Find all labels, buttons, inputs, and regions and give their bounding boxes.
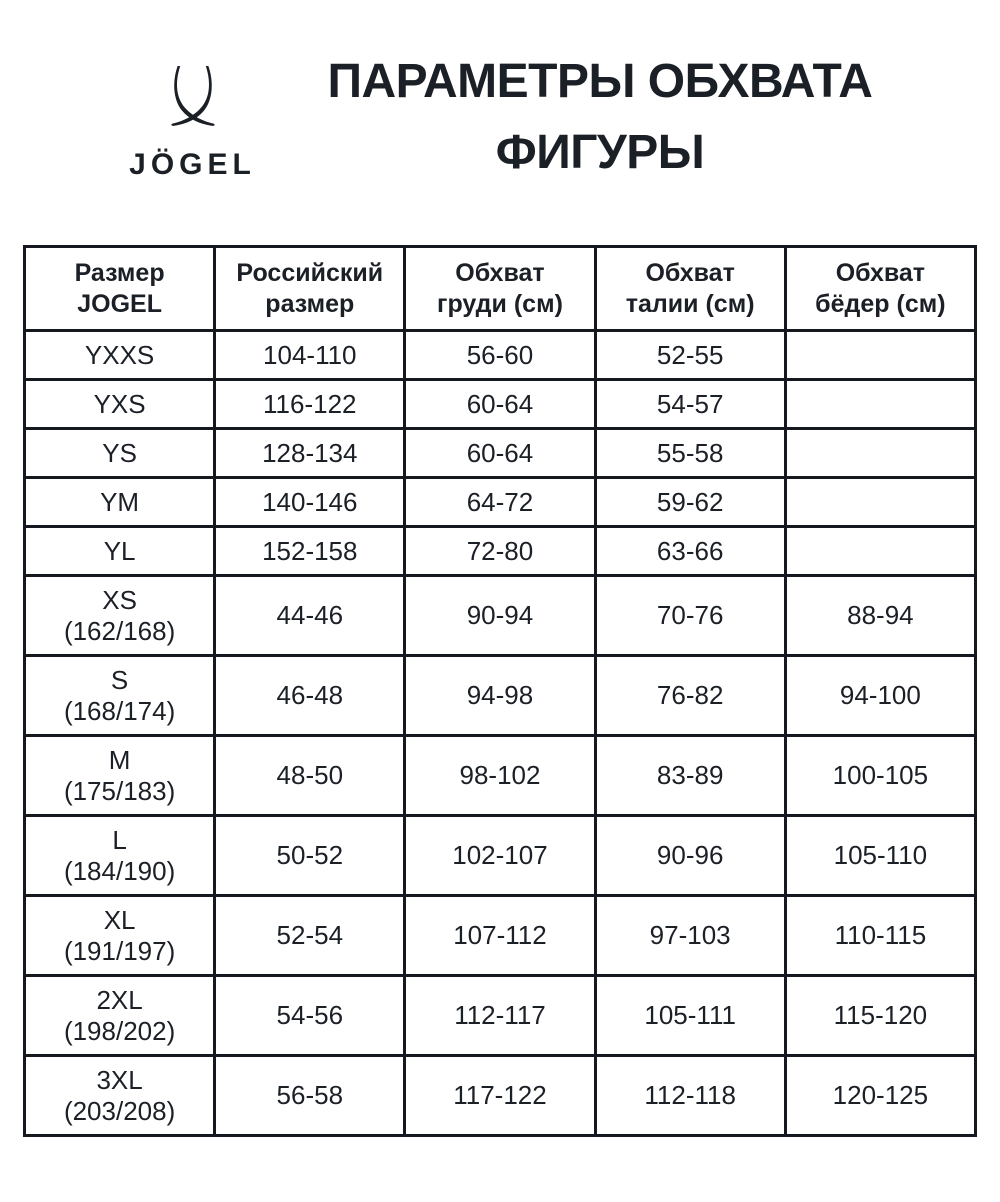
cell-hips — [783, 378, 978, 430]
cell-russian-size: 116-122 — [213, 378, 407, 430]
cell-jogel-size: YS — [22, 427, 217, 479]
col-header-russian-size: Российский размер — [213, 245, 407, 332]
cell-russian-size: 44-46 — [213, 574, 407, 657]
page-title-line2: ФИГУРЫ — [495, 126, 705, 179]
cell-chest: 64-72 — [403, 476, 597, 528]
table-row: YXS 116-122 60-64 54-57 — [22, 378, 978, 430]
cell-jogel-size: L (184/190) — [22, 814, 217, 897]
cell-waist: 55-58 — [593, 427, 787, 479]
col-header-hips: Обхват бёдер (см) — [783, 245, 978, 332]
table-row: M (175/183) 48-50 98-102 83-89 100-105 — [22, 734, 978, 817]
cell-waist: 70-76 — [593, 574, 787, 657]
cell-russian-size: 56-58 — [213, 1054, 407, 1137]
cell-jogel-size: YXS — [22, 378, 217, 430]
cell-russian-size: 50-52 — [213, 814, 407, 897]
table-row: S (168/174) 46-48 94-98 76-82 94-100 — [22, 654, 978, 737]
cell-waist: 76-82 — [593, 654, 787, 737]
cell-hips — [783, 476, 978, 528]
cell-waist: 97-103 — [593, 894, 787, 977]
cell-chest: 102-107 — [403, 814, 597, 897]
cell-chest: 60-64 — [403, 378, 597, 430]
cell-waist: 112-118 — [593, 1054, 787, 1137]
cell-hips: 94-100 — [783, 654, 978, 737]
size-table: Размер JOGEL Российский размер Обхват гр… — [22, 245, 978, 1137]
cell-waist: 63-66 — [593, 525, 787, 577]
cell-jogel-size: XS (162/168) — [22, 574, 217, 657]
cell-hips: 105-110 — [783, 814, 978, 897]
cell-chest: 107-112 — [403, 894, 597, 977]
size-table-header-row: Размер JOGEL Российский размер Обхват гр… — [22, 245, 978, 332]
cell-russian-size: 140-146 — [213, 476, 407, 528]
cell-russian-size: 104-110 — [213, 329, 407, 381]
col-header-waist: Обхват талии (см) — [593, 245, 787, 332]
cell-chest: 98-102 — [403, 734, 597, 817]
jogel-logo-icon — [170, 66, 215, 126]
cell-waist: 54-57 — [593, 378, 787, 430]
cell-hips — [783, 427, 978, 479]
cell-hips: 88-94 — [783, 574, 978, 657]
table-row: 2XL (198/202) 54-56 112-117 105-111 115-… — [22, 974, 978, 1057]
cell-hips: 110-115 — [783, 894, 978, 977]
cell-hips — [783, 329, 978, 381]
cell-chest: 117-122 — [403, 1054, 597, 1137]
cell-jogel-size: YXXS — [22, 329, 217, 381]
col-header-jogel-size: Размер JOGEL — [22, 245, 217, 332]
cell-waist: 90-96 — [593, 814, 787, 897]
cell-russian-size: 128-134 — [213, 427, 407, 479]
cell-hips — [783, 525, 978, 577]
cell-jogel-size: 3XL (203/208) — [22, 1054, 217, 1137]
cell-russian-size: 52-54 — [213, 894, 407, 977]
table-row: YXXS 104-110 56-60 52-55 — [22, 329, 978, 381]
brand-logo: JÖGEL — [110, 50, 275, 182]
cell-waist: 105-111 — [593, 974, 787, 1057]
page-title: ПАРАМЕТРЫ ОБХВАТА ФИГУРЫ — [230, 46, 970, 188]
table-row: 3XL (203/208) 56-58 117-122 112-118 120-… — [22, 1054, 978, 1137]
cell-chest: 94-98 — [403, 654, 597, 737]
cell-waist: 83-89 — [593, 734, 787, 817]
col-header-chest: Обхват груди (см) — [403, 245, 597, 332]
cell-hips: 115-120 — [783, 974, 978, 1057]
cell-jogel-size: YL — [22, 525, 217, 577]
table-row: YL 152-158 72-80 63-66 — [22, 525, 978, 577]
cell-jogel-size: M (175/183) — [22, 734, 217, 817]
table-row: L (184/190) 50-52 102-107 90-96 105-110 — [22, 814, 978, 897]
table-row: XL (191/197) 52-54 107-112 97-103 110-11… — [22, 894, 978, 977]
cell-jogel-size: S (168/174) — [22, 654, 217, 737]
page-title-line1: ПАРАМЕТРЫ ОБХВАТА — [327, 55, 873, 108]
cell-hips: 120-125 — [783, 1054, 978, 1137]
cell-jogel-size: YM — [22, 476, 217, 528]
size-table-head: Размер JOGEL Российский размер Обхват гр… — [22, 245, 978, 332]
cell-waist: 59-62 — [593, 476, 787, 528]
cell-waist: 52-55 — [593, 329, 787, 381]
table-row: XS (162/168) 44-46 90-94 70-76 88-94 — [22, 574, 978, 657]
cell-chest: 56-60 — [403, 329, 597, 381]
cell-chest: 60-64 — [403, 427, 597, 479]
table-row: YM 140-146 64-72 59-62 — [22, 476, 978, 528]
cell-russian-size: 54-56 — [213, 974, 407, 1057]
cell-jogel-size: XL (191/197) — [22, 894, 217, 977]
cell-jogel-size: 2XL (198/202) — [22, 974, 217, 1057]
table-row: YS 128-134 60-64 55-58 — [22, 427, 978, 479]
cell-russian-size: 46-48 — [213, 654, 407, 737]
cell-russian-size: 48-50 — [213, 734, 407, 817]
cell-chest: 72-80 — [403, 525, 597, 577]
cell-russian-size: 152-158 — [213, 525, 407, 577]
header: JÖGEL ПАРАМЕТРЫ ОБХВАТА ФИГУРЫ — [0, 0, 1000, 245]
cell-chest: 112-117 — [403, 974, 597, 1057]
cell-hips: 100-105 — [783, 734, 978, 817]
size-table-body: YXXS 104-110 56-60 52-55 YXS 116-122 60-… — [22, 329, 978, 1137]
brand-logo-text: JÖGEL — [129, 148, 256, 181]
cell-chest: 90-94 — [403, 574, 597, 657]
